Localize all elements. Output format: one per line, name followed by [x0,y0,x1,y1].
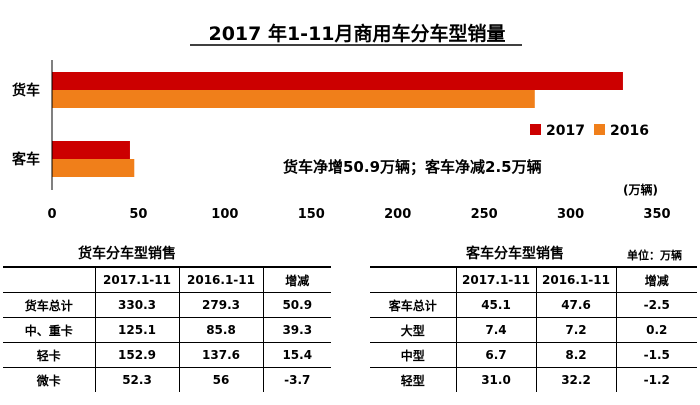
header-cell: 2017.1-11 [455,266,537,293]
row-label: 中型 [370,342,457,368]
legend: 2017 2016 [530,123,649,139]
legend-swatch [530,124,541,135]
tick-layer: 0 50 100 150 200 250 300 350 [47,207,670,222]
legend-label: 2017 [546,123,585,139]
bar-2017-0 [52,72,623,90]
bar-2016-1 [52,159,135,177]
table-cell: -3.7 [262,367,331,392]
table-row: 中、重卡 125.1 85.8 39.3 [3,317,331,343]
legend-label: 2016 [610,123,649,139]
x-tick-label: 150 [298,207,325,222]
header-cell: 增减 [615,266,697,293]
unit-label: (万辆) [623,182,658,197]
bus-table-title: 客车分车型销售 [466,246,564,262]
table-cell: 7.4 [455,317,537,343]
category-label: 客车 [11,151,40,168]
table-row: 客车总计 45.1 47.6 -2.5 [370,292,697,318]
table-cell: 47.6 [535,292,617,318]
table-cell: 125.1 [94,317,180,343]
header-cell: 2017.1-11 [94,266,180,293]
table-row: 货车总计 330.3 279.3 50.9 [3,292,331,318]
row-label: 货车总计 [3,292,96,318]
truck-table-title: 货车分车型销售 [78,246,176,262]
chart-title: 2017 年1-11月商用车分车型销量 [208,22,505,45]
table-cell: 6.7 [455,342,537,368]
row-label: 轻卡 [3,342,96,368]
row-label: 轻型 [370,367,457,392]
x-tick-label: 0 [47,207,56,222]
table-cell: 56 [178,367,264,392]
table-cell: 31.0 [455,367,537,392]
x-tick-label: 250 [471,207,498,222]
table-cell: 8.2 [535,342,617,368]
x-tick-label: 50 [129,207,147,222]
table-cell: -1.5 [615,342,697,368]
table-cell: 85.8 [178,317,264,343]
table-header-row: 2017.1-11 2016.1-11 增减 [3,266,331,293]
table-cell: 52.3 [94,367,180,392]
bus-sales-table: 2017.1-11 2016.1-11 增减 客车总计 45.1 47.6 -2… [370,266,697,392]
header-cell: 增减 [262,266,331,293]
truck-sales-table: 2017.1-11 2016.1-11 增减 货车总计 330.3 279.3 … [3,266,331,392]
table-cell: 32.2 [535,367,617,392]
bus-table-unit: 单位：万辆 [627,249,682,262]
table-cell: 15.4 [262,342,331,368]
row-label: 微卡 [3,367,96,392]
x-tick-label: 200 [384,207,411,222]
table-cell: 50.9 [262,292,331,318]
table-cell: 279.3 [178,292,264,318]
table-cell: 7.2 [535,317,617,343]
header-cell: 2016.1-11 [535,266,617,293]
table-row: 中型 6.7 8.2 -1.5 [370,342,697,368]
row-label: 大型 [370,317,457,343]
x-tick-label: 100 [211,207,238,222]
header-cell: 2016.1-11 [178,266,264,293]
row-label: 客车总计 [370,292,457,318]
category-label: 货车 [11,82,40,99]
table-cell: 152.9 [94,342,180,368]
bars-layer [52,72,623,177]
bar-2016-0 [52,90,535,108]
legend-swatch [594,124,605,135]
table-cell: 137.6 [178,342,264,368]
table-row: 微卡 52.3 56 -3.7 [3,367,331,392]
table-row: 轻卡 152.9 137.6 15.4 [3,342,331,368]
row-label: 中、重卡 [3,317,96,343]
table-cell: -2.5 [615,292,697,318]
table-cell: -1.2 [615,367,697,392]
table-header-row: 2017.1-11 2016.1-11 增减 [370,266,697,293]
table-cell: 39.3 [262,317,331,343]
x-tick-label: 300 [557,207,584,222]
table-cell: 0.2 [615,317,697,343]
chart-annotation: 货车净增50.9万辆；客车净减2.5万辆 [283,158,542,176]
sales-chart: 2017 年1-11月商用车分车型销量 0 50 100 150 200 250 300 35… [11,22,671,222]
bar-2017-1 [52,141,130,159]
table-cell: 45.1 [455,292,537,318]
header-cell [3,266,96,293]
table-row: 大型 7.4 7.2 0.2 [370,317,697,343]
x-tick-label: 350 [643,207,670,222]
table-row: 轻型 31.0 32.2 -1.2 [370,367,697,392]
header-cell [370,266,457,293]
table-cell: 330.3 [94,292,180,318]
